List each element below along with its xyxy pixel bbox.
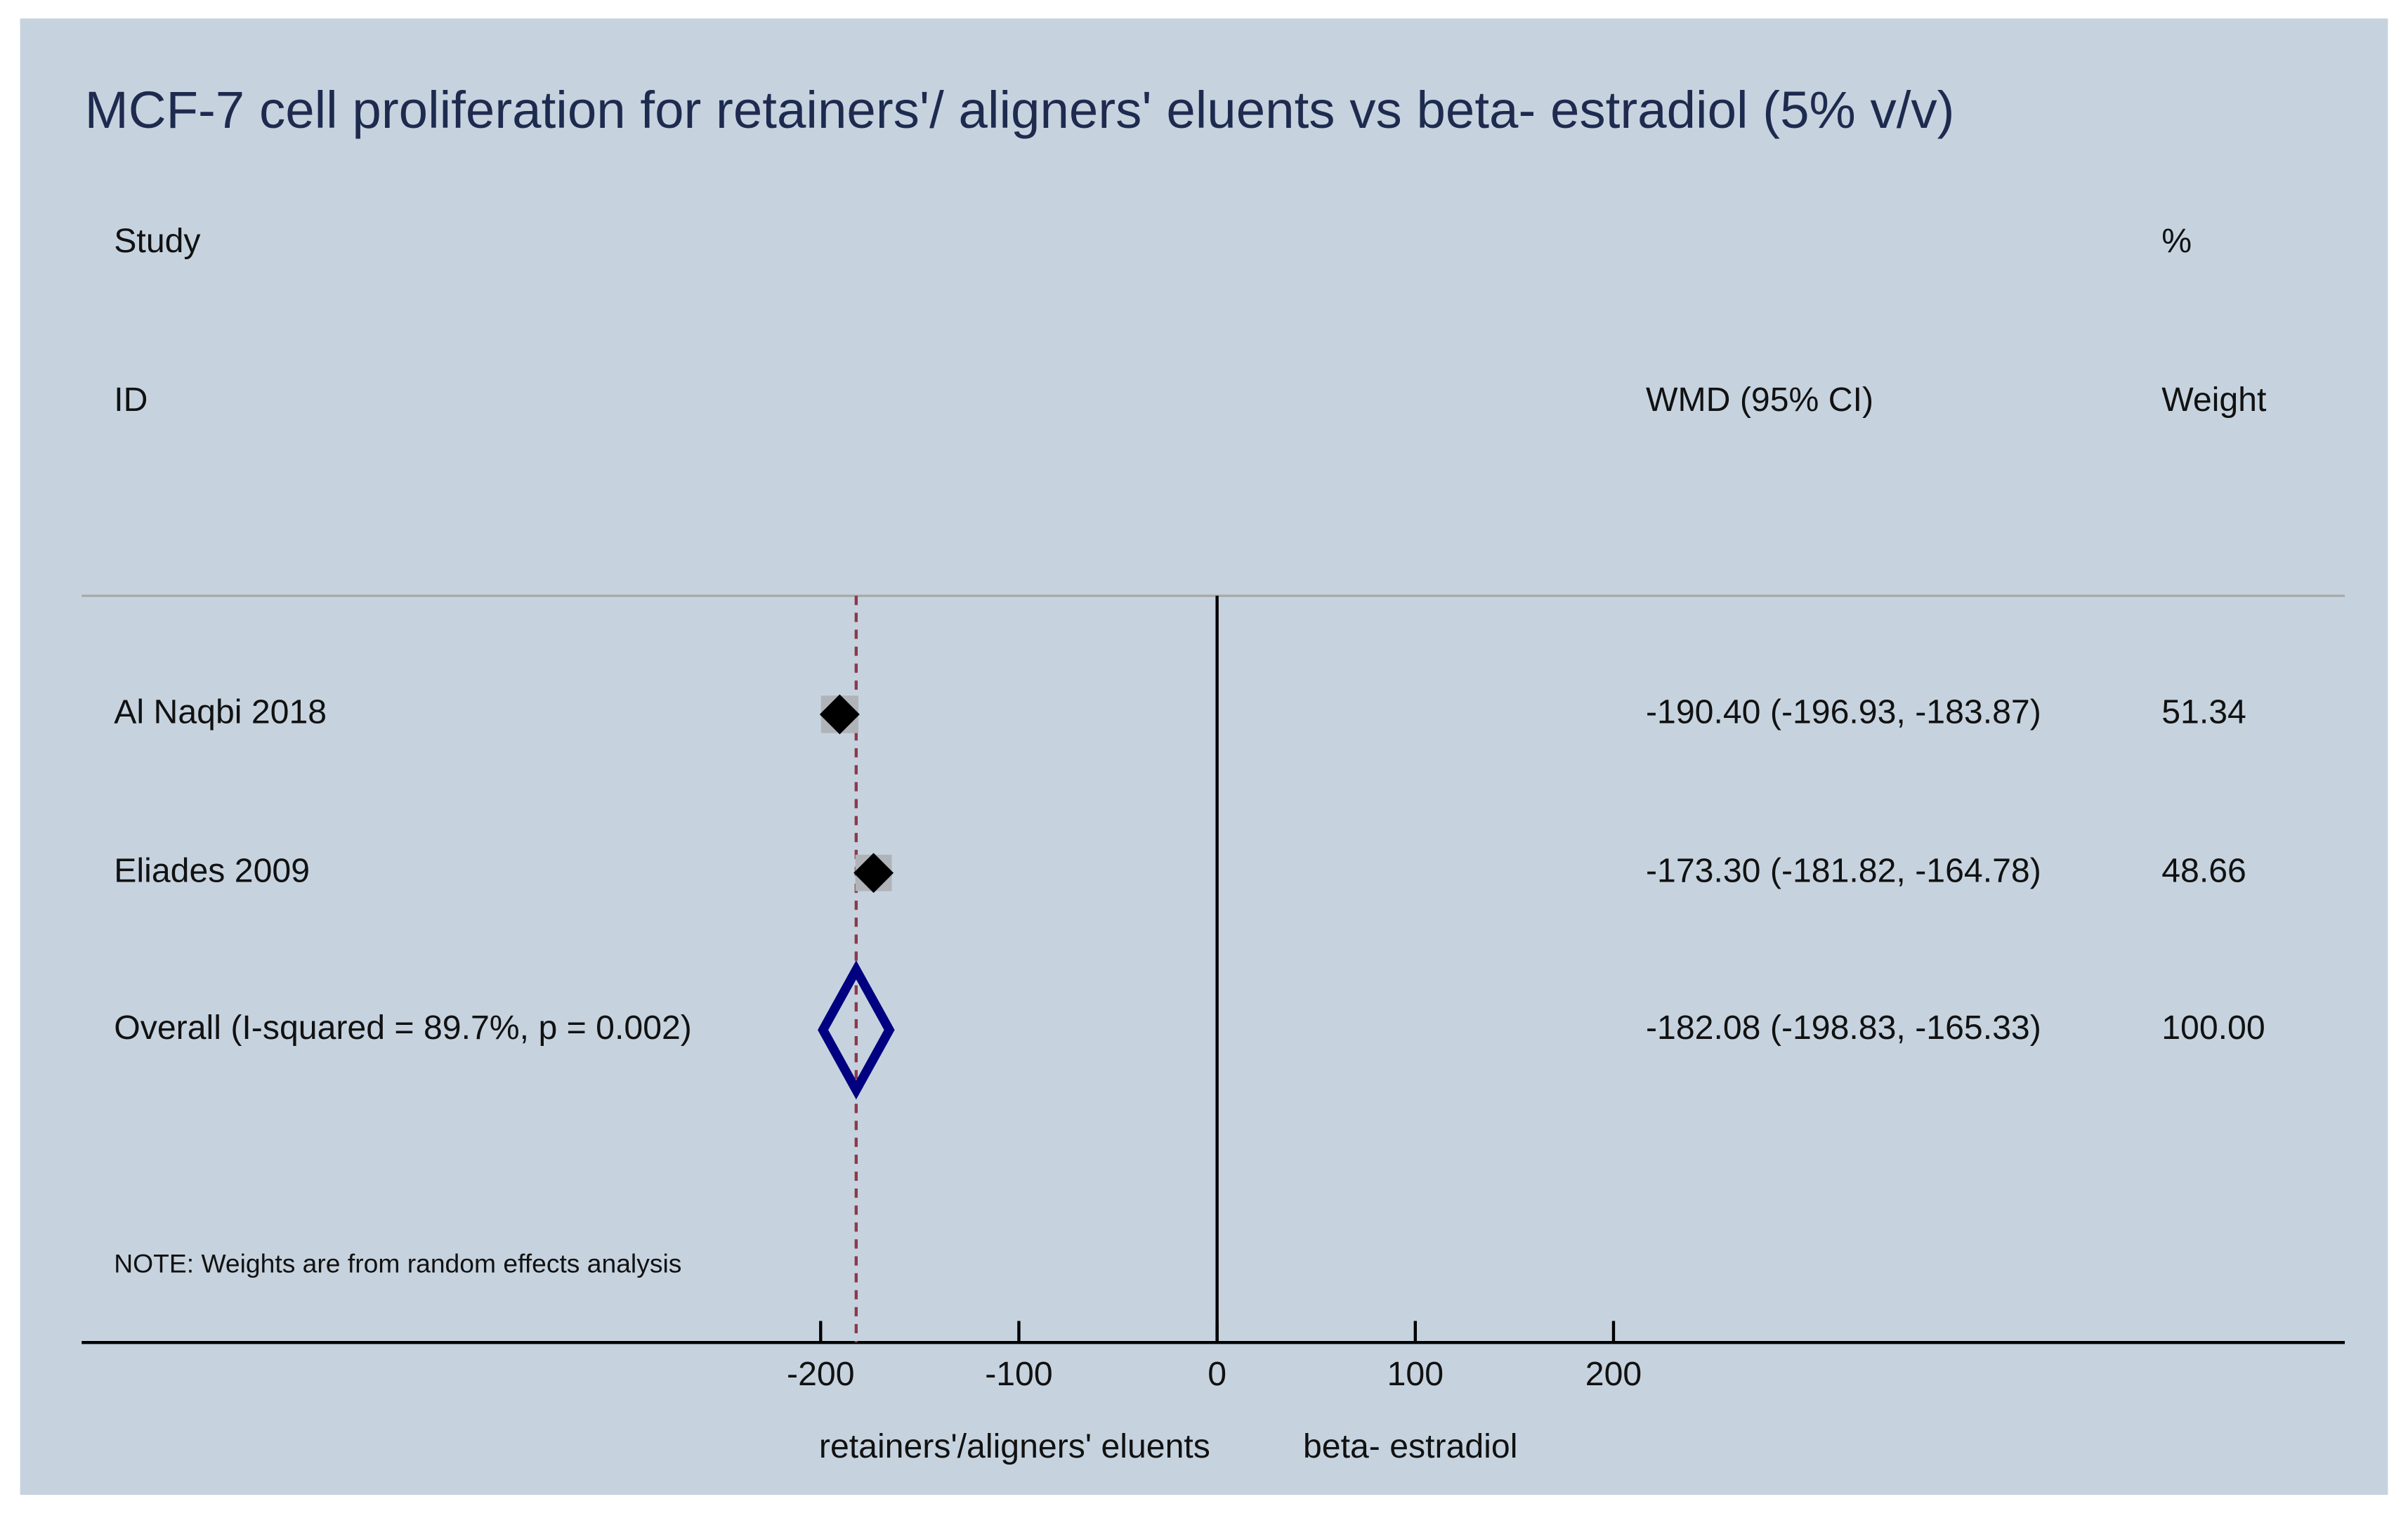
point-estimate bbox=[819, 694, 860, 735]
x-tick-label: 0 bbox=[1208, 1355, 1226, 1393]
overall-diamond bbox=[818, 960, 895, 1100]
header: WMD (95% CI) bbox=[1646, 381, 1873, 419]
weight-label: 48.66 bbox=[2161, 851, 2246, 889]
chart-title: MCF-7 cell proliferation for retainers'/… bbox=[85, 81, 1955, 139]
weight-label: 51.34 bbox=[2161, 693, 2246, 731]
x-tick-label: 200 bbox=[1585, 1355, 1642, 1393]
x-tick-label: -200 bbox=[787, 1355, 854, 1393]
x-axis-label: beta- estradiol bbox=[1303, 1427, 1517, 1465]
x-axis-label: retainers'/aligners' eluents bbox=[819, 1427, 1210, 1465]
header: ID bbox=[114, 381, 148, 419]
estimate-label: -173.30 (-181.82, -164.78) bbox=[1646, 851, 2041, 889]
estimate-label: -190.40 (-196.93, -183.87) bbox=[1646, 693, 2041, 731]
study-name: Al Naqbi 2018 bbox=[114, 693, 327, 731]
weight-label: 100.00 bbox=[2161, 1009, 2265, 1047]
note: NOTE: Weights are from random effects an… bbox=[114, 1248, 681, 1278]
point-estimate bbox=[853, 853, 894, 894]
estimate-label: -182.08 (-198.83, -165.33) bbox=[1646, 1009, 2041, 1047]
x-tick-label: -100 bbox=[985, 1355, 1052, 1393]
study-name: Overall (I-squared = 89.7%, p = 0.002) bbox=[114, 1009, 692, 1047]
study-name: Eliades 2009 bbox=[114, 851, 310, 889]
header: Study bbox=[114, 222, 200, 260]
panel bbox=[20, 18, 2388, 1496]
x-tick-label: 100 bbox=[1387, 1355, 1444, 1393]
header: % bbox=[2161, 222, 2192, 260]
header: Weight bbox=[2161, 381, 2267, 419]
